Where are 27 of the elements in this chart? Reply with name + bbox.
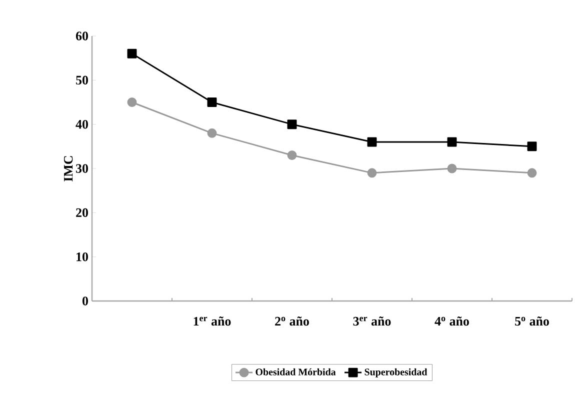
x-tick-label: 1$^{er}$ año xyxy=(194,316,231,326)
point xyxy=(127,48,137,58)
y-tick-label: 50 xyxy=(76,76,88,85)
y-tick-label: 20 xyxy=(76,208,88,218)
legend-label: Superobesidad xyxy=(364,368,428,378)
y-axis-title: IMC xyxy=(64,156,73,182)
y-tick-label: 0 xyxy=(82,296,88,306)
y-tick-label: 60 xyxy=(76,32,88,40)
y-tick-label: 10 xyxy=(76,252,88,262)
point xyxy=(127,98,137,107)
y-tick-label: 40 xyxy=(76,120,88,129)
point xyxy=(287,150,297,160)
point xyxy=(447,137,457,147)
point xyxy=(527,142,537,152)
point xyxy=(447,164,457,174)
point xyxy=(207,128,217,138)
legend-label: Obesidad Mórbida xyxy=(256,368,336,376)
y-tick-label: 30 xyxy=(76,164,88,173)
point xyxy=(527,168,537,178)
point xyxy=(367,137,377,147)
point xyxy=(207,98,217,107)
x-tick-label: 4$^{o}$ año xyxy=(434,316,469,326)
x-tick-label: 5$^{o}$ año xyxy=(515,316,549,326)
x-tick-label: 2$^{o}$ año xyxy=(275,316,309,326)
x-tick-label: 3$^{er}$ año xyxy=(353,316,391,326)
point xyxy=(367,168,377,178)
point xyxy=(287,120,297,130)
